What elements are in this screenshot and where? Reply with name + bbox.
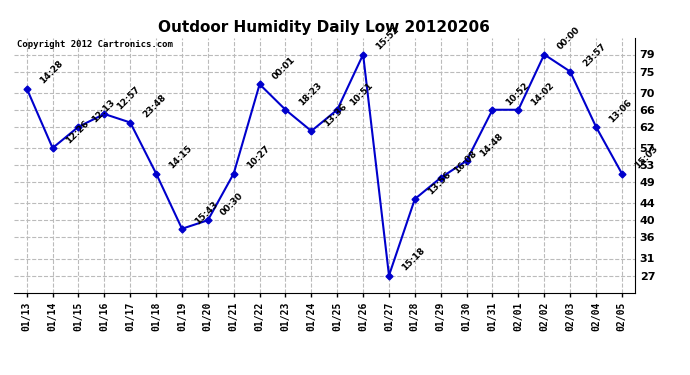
- Text: 00:01: 00:01: [270, 55, 297, 81]
- Text: 00:00: 00:00: [555, 26, 582, 52]
- Text: 10:51: 10:51: [348, 81, 375, 107]
- Text: 14:28: 14:28: [38, 59, 65, 86]
- Text: 15:03: 15:03: [633, 144, 660, 171]
- Text: 00:30: 00:30: [219, 191, 246, 217]
- Text: 14:02: 14:02: [529, 80, 556, 107]
- Text: 18:23: 18:23: [297, 80, 323, 107]
- Text: 23:57: 23:57: [581, 42, 608, 69]
- Text: 12:13: 12:13: [90, 98, 116, 124]
- Text: Copyright 2012 Cartronics.com: Copyright 2012 Cartronics.com: [17, 40, 172, 49]
- Text: 13:06: 13:06: [607, 98, 633, 124]
- Text: 12:57: 12:57: [115, 84, 142, 111]
- Text: 10:52: 10:52: [504, 81, 530, 107]
- Text: 14:15: 14:15: [167, 144, 194, 171]
- Text: 10:27: 10:27: [245, 144, 271, 171]
- Text: 16:08: 16:08: [452, 148, 478, 175]
- Text: 13:56: 13:56: [426, 170, 453, 196]
- Text: 15:43: 15:43: [193, 199, 220, 226]
- Text: 15:18: 15:18: [400, 246, 426, 273]
- Text: 15:52: 15:52: [374, 25, 401, 52]
- Text: 14:48: 14:48: [477, 131, 504, 158]
- Title: Outdoor Humidity Daily Low 20120206: Outdoor Humidity Daily Low 20120206: [159, 20, 490, 35]
- Text: 12:26: 12:26: [63, 118, 90, 145]
- Text: 23:48: 23:48: [141, 93, 168, 120]
- Text: 13:36: 13:36: [322, 102, 349, 128]
